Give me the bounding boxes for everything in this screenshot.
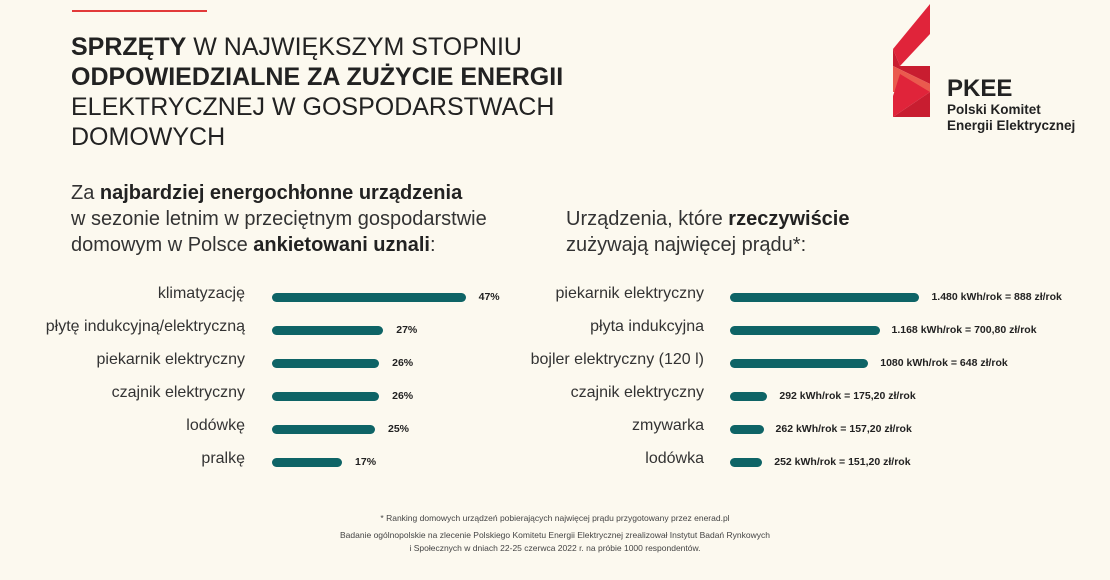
accent-line — [72, 10, 207, 12]
bar — [272, 392, 380, 401]
category-label: klimatyzację — [157, 285, 245, 302]
bar — [272, 458, 343, 467]
value-label: 27% — [396, 324, 418, 336]
bar — [272, 359, 380, 368]
logo-line-1: Polski Komitet — [947, 102, 1041, 117]
footnote-source: * Ranking domowych urządzeń pobierającyc… — [380, 513, 730, 523]
category-label: zmywarka — [631, 417, 704, 434]
value-label: 26% — [392, 357, 414, 369]
category-label: bojler elektryczny (120 l) — [530, 351, 704, 368]
page-title: SPRZĘTY W NAJWIĘKSZYM STOPNIU ODPOWIEDZI… — [71, 32, 591, 152]
category-label: czajnik elektryczny — [111, 384, 245, 401]
text-bold: najbardziej energochłonne urządzenia — [99, 182, 463, 204]
value-label: 1080 kWh/rok = 648 zł/rok — [880, 357, 1008, 369]
logo-line-2: Energii Elektrycznej — [947, 118, 1076, 133]
value-label: 1.168 kWh/rok = 700,80 zł/rok — [891, 324, 1037, 336]
text-bold: rzeczywiście — [728, 208, 850, 230]
right-subtitle: Urządzenia, które rzeczywiście zużywają … — [566, 206, 850, 258]
category-label: pralkę — [201, 450, 245, 467]
value-label: 252 kWh/rok = 151,20 zł/rok — [774, 456, 911, 468]
bar — [730, 293, 920, 302]
title-bold-1: SPRZĘTY — [71, 33, 187, 61]
text: : — [429, 234, 436, 256]
category-label: czajnik elektryczny — [570, 384, 704, 401]
bar — [730, 392, 768, 401]
footnote-survey-1: Badanie ogólnopolskie na zlecenie Polski… — [340, 530, 770, 540]
pkee-logo-icon — [893, 4, 930, 117]
value-label: 262 kWh/rok = 157,20 zł/rok — [775, 423, 912, 435]
category-label: lodówkę — [186, 417, 245, 434]
category-label: płytę indukcyjną/elektryczną — [45, 318, 245, 335]
left-subtitle: Za najbardziej energochłonne urządzenia … — [71, 180, 487, 258]
category-label: płyta indukcyjna — [590, 318, 704, 335]
text: w sezonie letnim w przeciętnym gospodars… — [71, 208, 487, 230]
text: domowym w Polsce — [71, 234, 254, 256]
text: Za — [71, 182, 100, 204]
value-label: 17% — [355, 456, 377, 468]
category-label: piekarnik elektryczny — [555, 285, 705, 302]
bar — [272, 425, 375, 434]
bar — [730, 425, 764, 434]
bar — [272, 326, 384, 335]
value-label: 47% — [478, 291, 500, 303]
value-label: 292 kWh/rok = 175,20 zł/rok — [779, 390, 916, 402]
title-line-3: ELEKTRYCZNEJ W GOSPODARSTWACH — [71, 93, 555, 121]
logo-text: PKEE Polski Komitet Energii Elektrycznej — [947, 76, 1075, 134]
title-bold-2: ODPOWIEDZIALNE ZA ZUŻYCIE ENERGII — [71, 63, 564, 91]
value-label: 25% — [388, 423, 410, 435]
bar — [730, 359, 869, 368]
footnote-survey-2: i Społecznych w dniach 22-25 czerwca 202… — [409, 543, 701, 553]
bar — [272, 293, 466, 302]
category-label: piekarnik elektryczny — [96, 351, 246, 368]
logo-name: PKEE — [947, 75, 1013, 102]
text: zużywają najwięcej prądu*: — [566, 234, 807, 256]
category-label: lodówka — [645, 450, 704, 467]
title-line-1: W NAJWIĘKSZYM STOPNIU — [186, 33, 522, 61]
title-line-4: DOMOWYCH — [71, 123, 226, 151]
bar — [730, 458, 763, 467]
bar — [730, 326, 880, 335]
value-label: 1.480 kWh/rok = 888 zł/rok — [931, 291, 1062, 303]
text: Urządzenia, które — [566, 208, 729, 230]
text-bold: ankietowani uznali — [253, 234, 430, 256]
value-label: 26% — [392, 390, 414, 402]
